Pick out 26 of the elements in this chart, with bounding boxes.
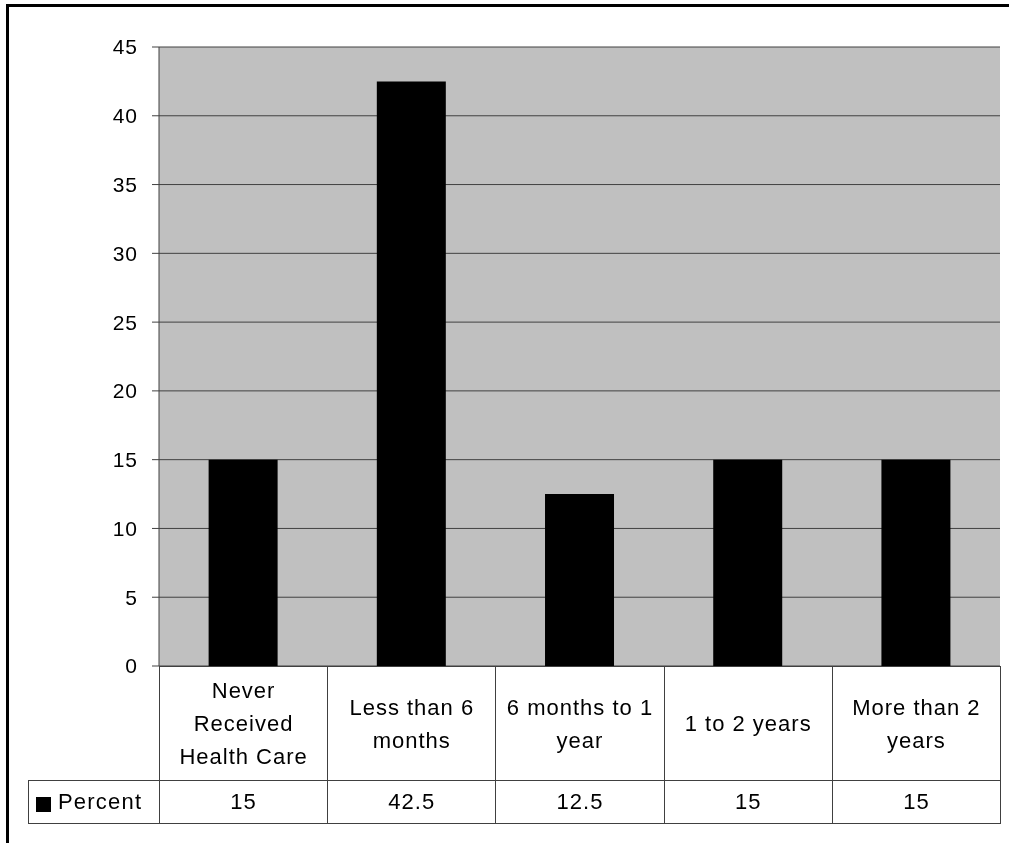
x-tick-label: Less than 6 months (349, 694, 475, 753)
bar (376, 81, 446, 666)
data-label: 15 (230, 789, 257, 815)
x-tick-label: Never Received Health Care (179, 678, 308, 769)
y-tick-label: 0 (125, 654, 138, 678)
x-tick-label: More than 2 years (852, 694, 981, 753)
y-tick-label: 40 (112, 104, 138, 128)
bar (545, 494, 615, 666)
y-tick-label: 20 (112, 379, 138, 403)
y-tick-label: 10 (112, 516, 138, 540)
y-tick-label: 45 (112, 35, 138, 59)
data-label: 42.5 (388, 789, 436, 815)
y-tick-label: 30 (112, 241, 138, 265)
x-tick-label: 6 months to 1 year (506, 694, 654, 753)
data-label: 15 (903, 789, 930, 815)
x-tick-label: 1 to 2 years (684, 711, 812, 736)
bar (881, 459, 951, 666)
y-tick-label: 35 (112, 173, 138, 197)
y-tick-label: 25 (112, 310, 138, 334)
y-tick-label: 5 (125, 585, 138, 609)
data-label: 12.5 (556, 789, 604, 815)
bar (208, 459, 278, 666)
y-tick-label: 15 (112, 448, 138, 472)
data-label: 15 (734, 789, 762, 815)
legend-label: Percent (58, 789, 143, 814)
bar (713, 459, 783, 666)
